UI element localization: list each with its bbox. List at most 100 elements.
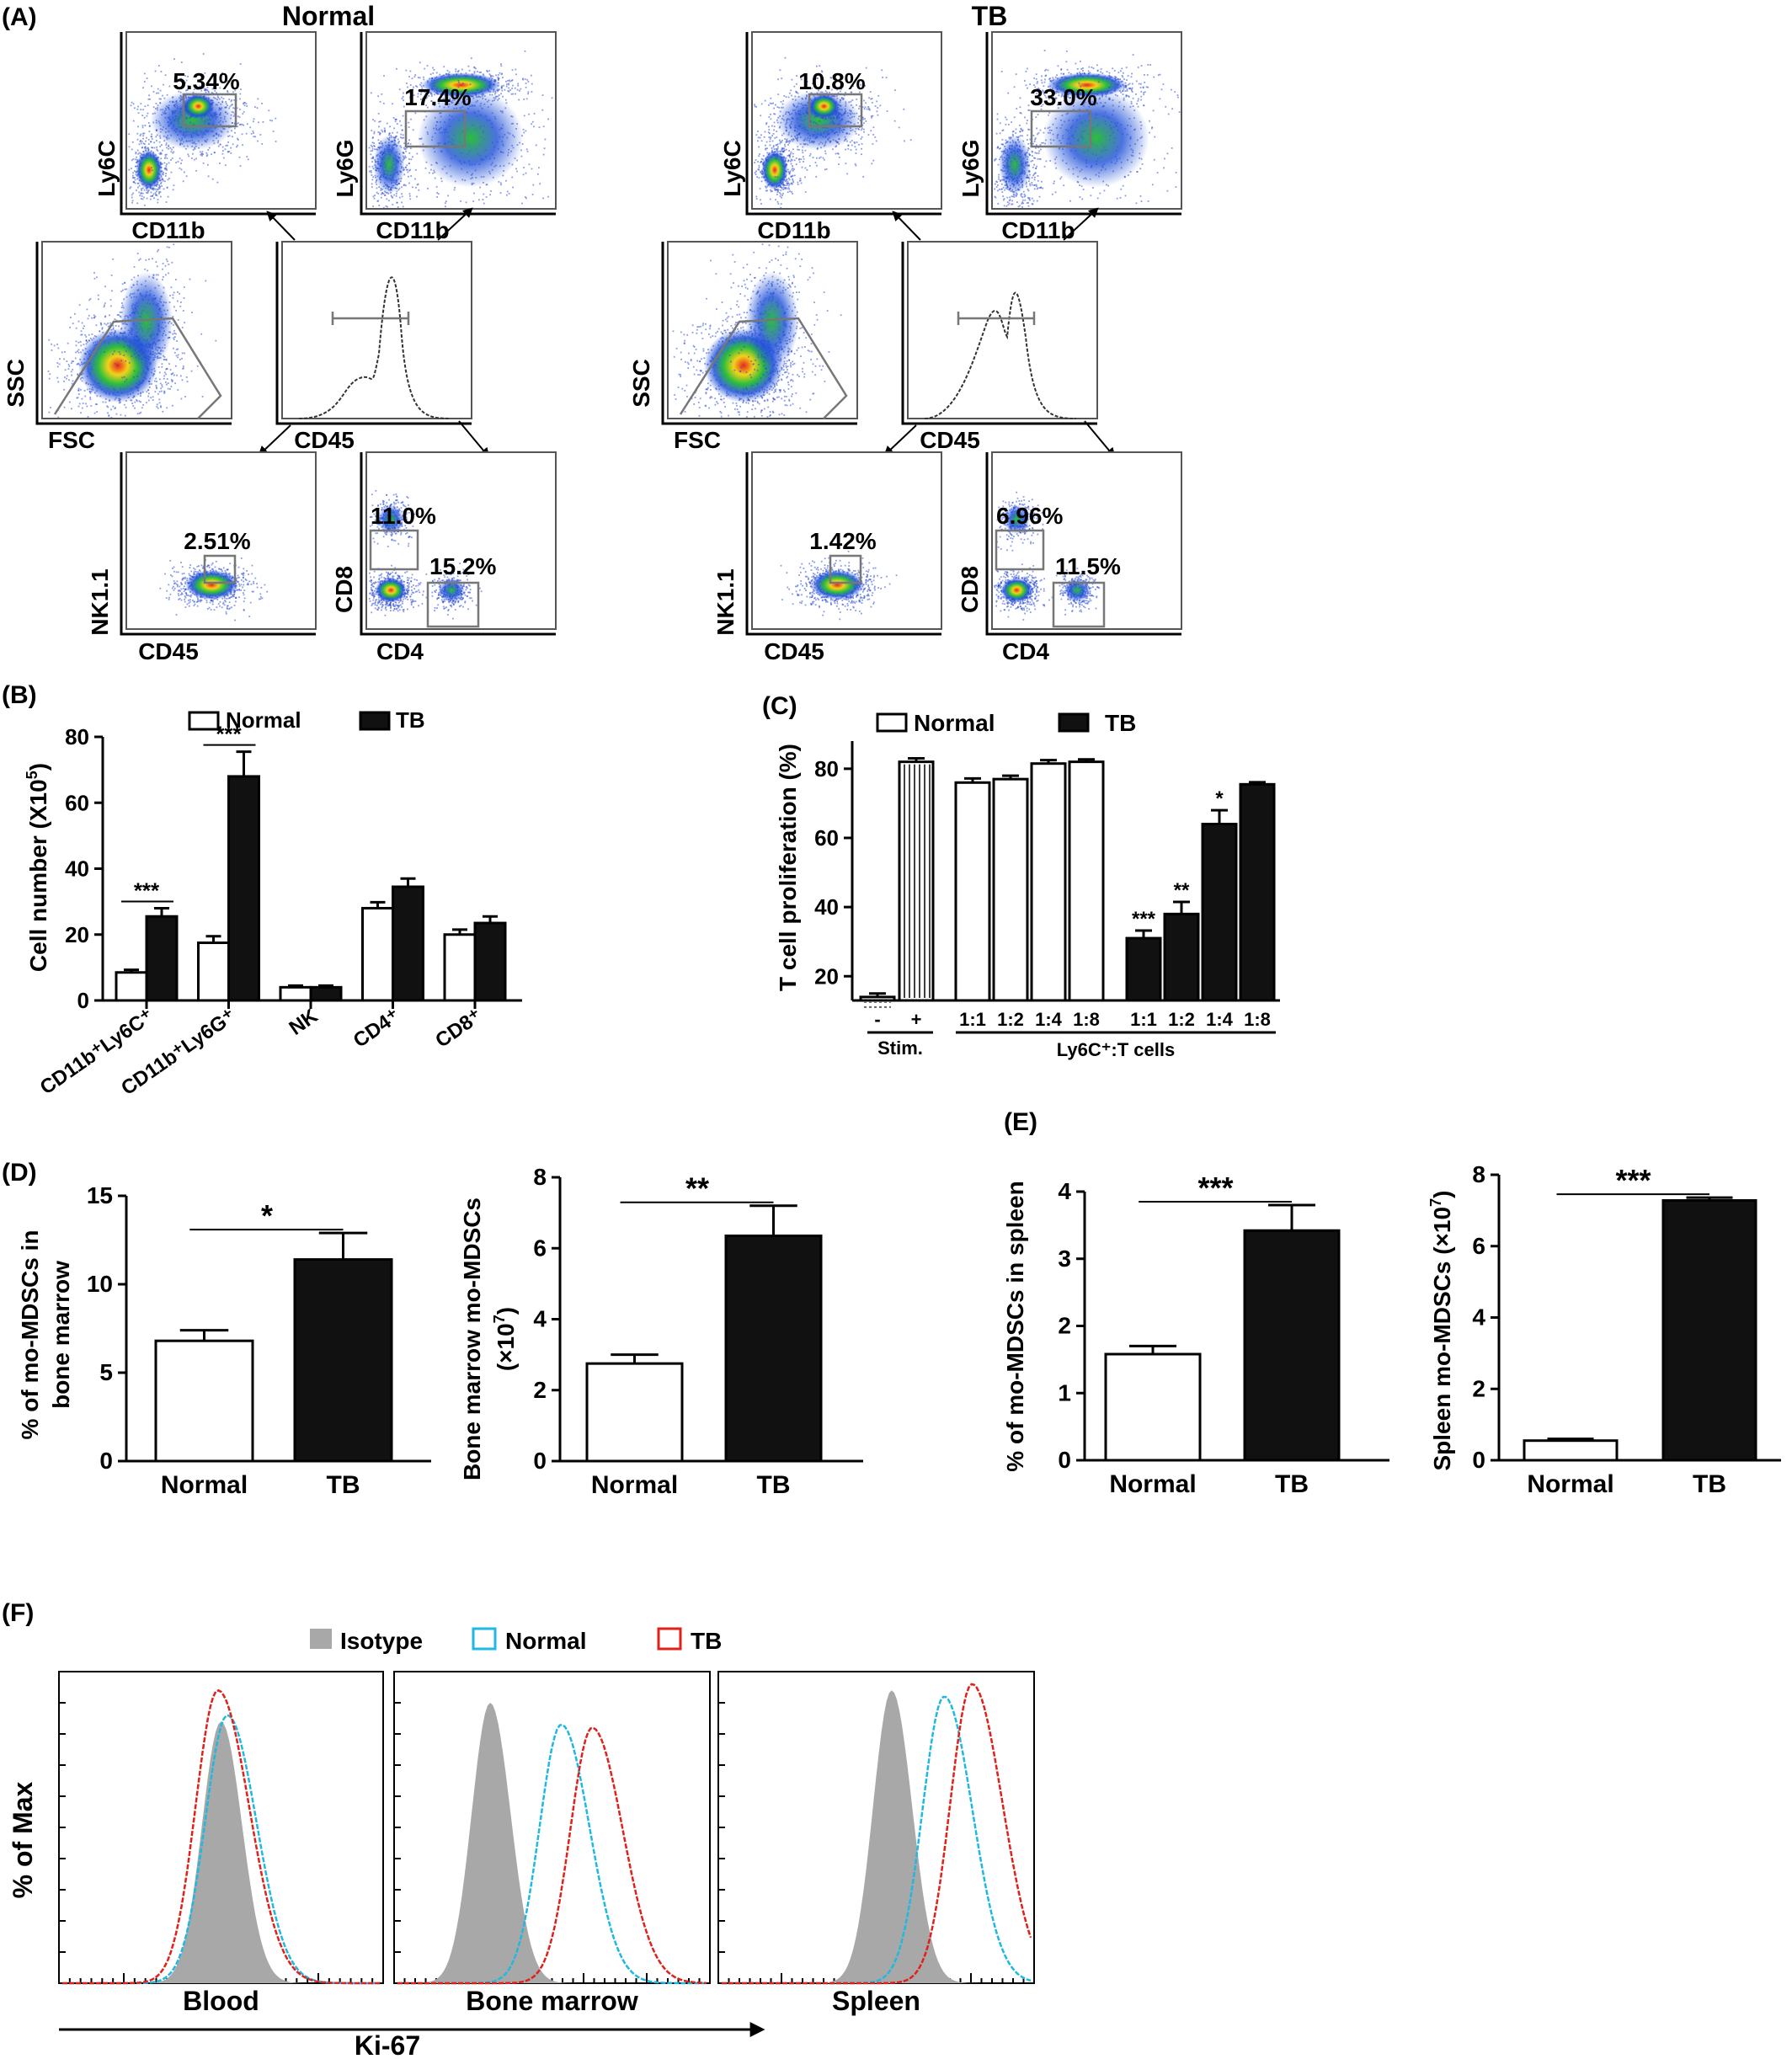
event-dot (475, 67, 477, 70)
event-dot (174, 382, 176, 385)
event-dot (402, 205, 404, 208)
event-dot (508, 90, 510, 93)
event-dot (520, 155, 523, 157)
event-dot (214, 90, 216, 92)
event-dot (390, 195, 392, 197)
event-dot (138, 259, 141, 261)
event-dot (528, 113, 531, 115)
event-dot (159, 153, 162, 156)
event-dot (173, 580, 175, 582)
event-dot (200, 600, 201, 603)
event-dot (118, 402, 120, 404)
event-dot (173, 184, 175, 187)
event-dot (80, 344, 83, 347)
event-dot (170, 574, 172, 576)
event-dot (495, 74, 497, 77)
event-dot (535, 144, 537, 147)
event-dot (179, 99, 182, 101)
event-dot (180, 582, 182, 584)
event-dot (424, 67, 426, 70)
event-dot (431, 93, 433, 95)
event-dot (150, 397, 152, 399)
event-dot (136, 202, 139, 205)
event-dot (368, 147, 371, 149)
event-dot (505, 80, 507, 83)
event-dot (175, 309, 177, 312)
event-dot (166, 589, 168, 592)
event-dot (222, 602, 224, 605)
event-dot (408, 126, 410, 128)
event-dot (542, 125, 545, 128)
event-dot (104, 302, 106, 305)
event-dot (376, 200, 379, 202)
event-dot (165, 259, 168, 260)
event-dot (254, 136, 257, 138)
event-dot (205, 600, 208, 601)
event-dot (243, 580, 245, 583)
event-dot (465, 72, 467, 74)
event-dot (173, 151, 175, 153)
event-dot (174, 103, 177, 105)
event-dot (104, 401, 107, 403)
event-dot (96, 276, 98, 279)
event-dot (108, 415, 110, 418)
event-dot (131, 196, 133, 199)
event-dot (144, 268, 147, 270)
event-dot (373, 197, 376, 200)
event-dot (532, 184, 535, 186)
event-dot (231, 606, 232, 609)
event-dot (125, 406, 127, 408)
event-dot (172, 568, 173, 569)
event-dot (143, 81, 146, 83)
event-dot (160, 405, 162, 408)
event-dot (259, 593, 262, 595)
event-dot (427, 106, 429, 109)
event-dot (56, 344, 58, 345)
event-dot (425, 573, 428, 575)
event-dot (256, 583, 258, 584)
event-dot (154, 70, 157, 72)
event-dot (247, 582, 249, 584)
event-dot (160, 157, 163, 160)
event-dot (77, 390, 80, 392)
event-dot (439, 73, 441, 76)
event-dot (392, 196, 394, 199)
event-dot (157, 407, 159, 409)
y-axis-label-nk11: NK1.1 (87, 568, 113, 635)
event-dot (371, 165, 374, 168)
event-dot (221, 100, 224, 103)
event-dot (175, 571, 178, 573)
event-dot (426, 65, 429, 67)
event-dot (183, 590, 185, 593)
event-dot (182, 310, 184, 312)
event-dot (419, 93, 422, 95)
event-dot (168, 598, 170, 600)
event-dot (240, 584, 243, 586)
event-dot (377, 131, 380, 133)
event-dot (85, 339, 88, 342)
event-dot (433, 69, 435, 71)
event-dot (195, 571, 197, 573)
event-dot (201, 151, 204, 153)
event-dot (179, 94, 182, 97)
event-dot (408, 163, 410, 165)
event-dot (169, 388, 171, 390)
event-dot (425, 104, 427, 107)
normal-ly6g-cd11b-plot (365, 31, 557, 210)
event-dot (420, 82, 423, 84)
event-dot (506, 194, 508, 196)
event-dot (145, 147, 147, 150)
event-dot (417, 584, 419, 587)
event-dot (146, 197, 148, 200)
event-dot (84, 395, 87, 397)
event-dot (182, 365, 184, 367)
gate-arrow (458, 420, 490, 458)
event-dot (86, 405, 88, 408)
event-dot (370, 170, 372, 172)
event-dot (181, 379, 184, 381)
event-dot (173, 374, 175, 376)
event-dot (173, 324, 174, 326)
event-dot (112, 405, 115, 408)
event-dot (148, 125, 151, 127)
event-dot (412, 88, 414, 90)
